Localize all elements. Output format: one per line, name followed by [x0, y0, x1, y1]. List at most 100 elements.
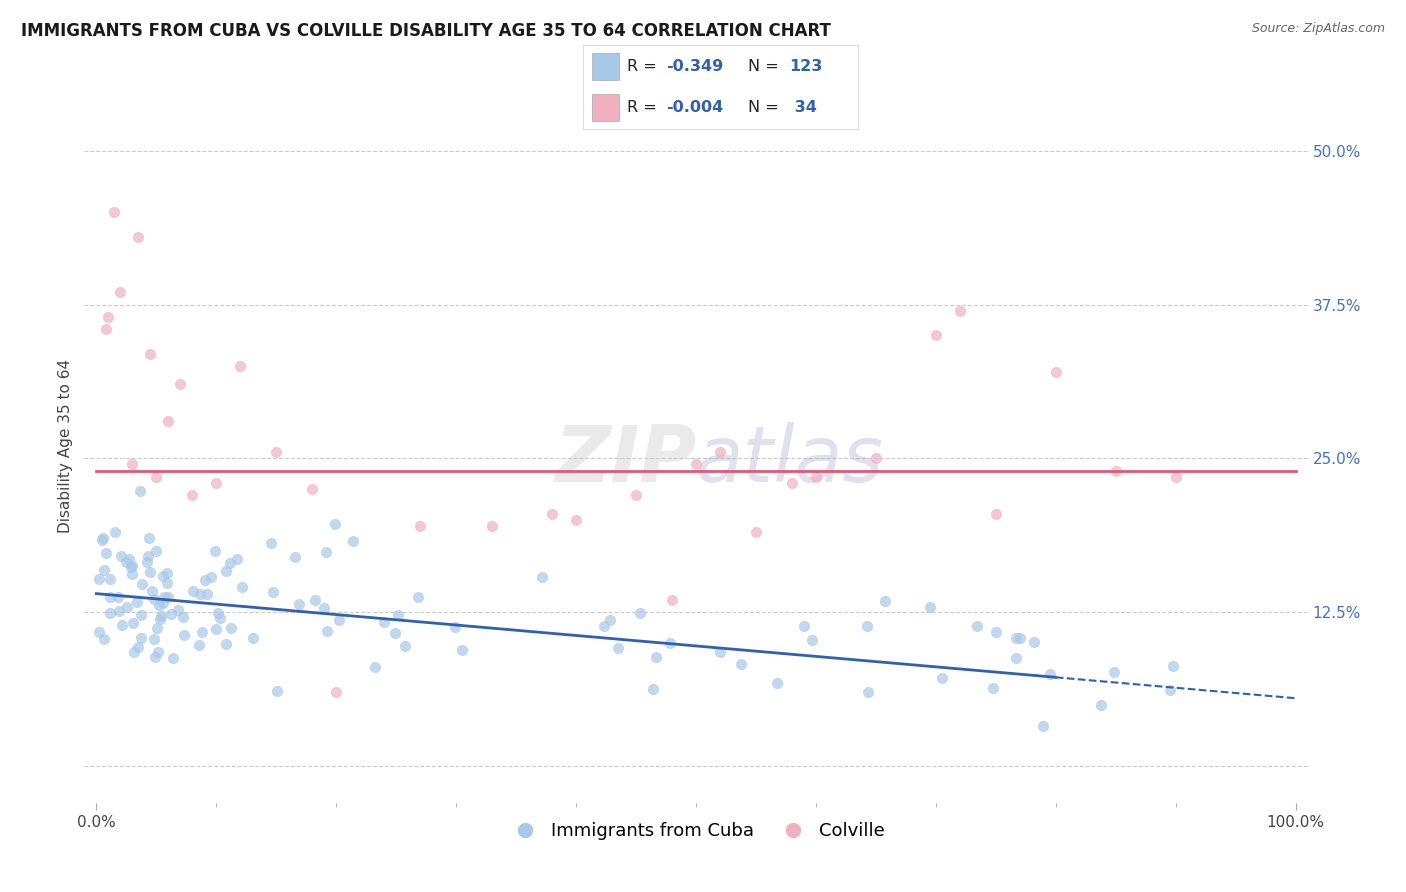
Point	[200, 570, 222, 584]
Point	[188, 587, 211, 601]
Point	[117, 599, 139, 614]
Point	[645, 650, 668, 665]
Point	[1005, 632, 1028, 646]
Point	[97, 310, 120, 324]
Point	[730, 657, 752, 672]
Point	[121, 616, 143, 631]
Point	[139, 347, 162, 361]
Point	[328, 613, 350, 627]
Point	[986, 624, 1008, 639]
Point	[1005, 651, 1028, 665]
Point	[1164, 469, 1187, 483]
Point	[242, 631, 264, 645]
Point	[157, 414, 180, 428]
Point	[373, 615, 395, 629]
Point	[1159, 683, 1181, 698]
Point	[1102, 665, 1125, 679]
Point	[865, 451, 887, 466]
Point	[443, 620, 465, 634]
Point	[138, 565, 160, 579]
Point	[204, 544, 226, 558]
Point	[208, 611, 231, 625]
Point	[315, 545, 337, 559]
Point	[152, 596, 174, 610]
Point	[181, 584, 204, 599]
Point	[643, 682, 665, 697]
Point	[143, 649, 166, 664]
Point	[262, 585, 284, 599]
Point	[1105, 464, 1128, 478]
Point	[110, 549, 132, 563]
Point	[122, 645, 145, 659]
Point	[121, 558, 143, 573]
Point	[104, 525, 127, 540]
Point	[129, 631, 152, 645]
Text: N =: N =	[748, 59, 785, 74]
Point	[925, 328, 948, 343]
Point	[745, 525, 768, 540]
Point	[93, 563, 115, 577]
Point	[981, 681, 1004, 695]
Point	[159, 607, 181, 621]
Point	[1090, 698, 1112, 712]
Point	[1032, 718, 1054, 732]
Point	[304, 592, 326, 607]
Point	[156, 591, 179, 605]
Point	[94, 546, 117, 560]
Point	[984, 507, 1007, 521]
Text: atlas: atlas	[696, 422, 884, 499]
Point	[780, 475, 803, 490]
Point	[136, 555, 159, 569]
Point	[191, 624, 214, 639]
Point	[90, 533, 112, 548]
Point	[172, 610, 194, 624]
Point	[316, 624, 339, 639]
Point	[856, 685, 879, 699]
Point	[143, 592, 166, 607]
Point	[325, 685, 347, 699]
Point	[920, 599, 942, 614]
Point	[966, 619, 988, 633]
Point	[931, 671, 953, 685]
Point	[146, 645, 169, 659]
Point	[541, 507, 564, 521]
Point	[162, 651, 184, 665]
Point	[103, 205, 125, 219]
Point	[949, 303, 972, 318]
Point	[229, 359, 252, 373]
Point	[218, 556, 240, 570]
Point	[599, 613, 621, 627]
Point	[288, 597, 311, 611]
Point	[107, 590, 129, 604]
Point	[143, 632, 166, 647]
Point	[131, 576, 153, 591]
Text: Source: ZipAtlas.com: Source: ZipAtlas.com	[1251, 22, 1385, 36]
Point	[93, 632, 115, 646]
Point	[323, 517, 346, 532]
Point	[146, 622, 169, 636]
Y-axis label: Disability Age 35 to 64: Disability Age 35 to 64	[58, 359, 73, 533]
Point	[765, 676, 787, 690]
Point	[167, 602, 190, 616]
Bar	[592, 54, 619, 80]
Point	[451, 643, 474, 657]
Point	[169, 377, 191, 392]
Point	[145, 469, 167, 483]
Point	[1022, 634, 1045, 648]
Point	[624, 488, 647, 502]
Point	[565, 513, 588, 527]
Text: R =: R =	[627, 100, 662, 115]
Point	[125, 594, 148, 608]
Point	[231, 580, 253, 594]
Point	[138, 531, 160, 545]
Point	[207, 606, 229, 620]
Point	[98, 607, 121, 621]
Point	[98, 591, 121, 605]
Point	[219, 621, 242, 635]
Point	[593, 618, 616, 632]
Point	[115, 555, 138, 569]
Point	[658, 636, 681, 650]
Point	[387, 607, 409, 622]
Point	[394, 639, 416, 653]
Point	[156, 576, 179, 591]
